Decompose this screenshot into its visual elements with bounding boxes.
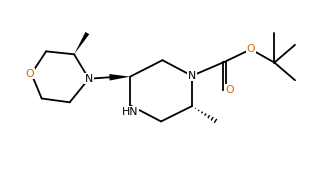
Text: O: O bbox=[225, 85, 234, 95]
Text: O: O bbox=[26, 69, 34, 79]
Text: N: N bbox=[85, 74, 93, 84]
Polygon shape bbox=[74, 32, 89, 54]
Text: HN: HN bbox=[122, 107, 138, 117]
Text: O: O bbox=[247, 44, 255, 54]
Text: N: N bbox=[188, 71, 196, 81]
Polygon shape bbox=[109, 74, 130, 81]
